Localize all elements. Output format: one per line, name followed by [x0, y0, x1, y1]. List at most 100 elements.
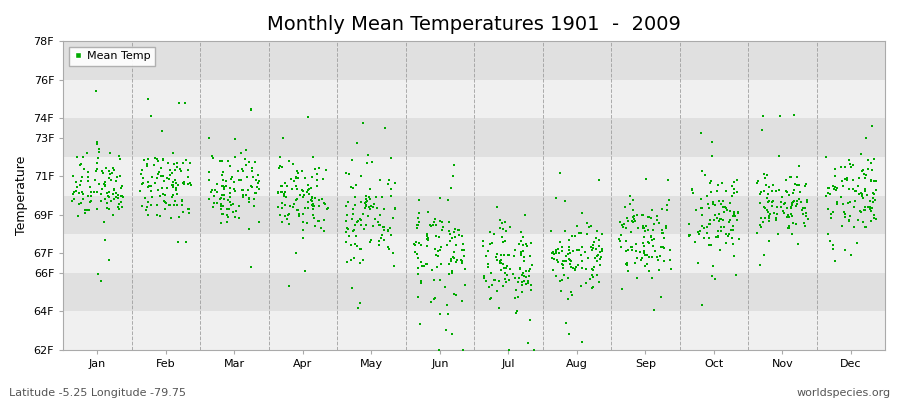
Point: [636, 233, 651, 240]
Point: [500, 263, 515, 270]
Point: [482, 241, 497, 247]
Point: [727, 209, 742, 215]
Point: [342, 233, 356, 239]
Point: [156, 191, 170, 197]
Point: [305, 193, 320, 200]
Point: [361, 213, 375, 220]
Point: [445, 235, 459, 241]
Point: [305, 195, 320, 202]
Point: [74, 177, 88, 184]
Point: [166, 192, 180, 198]
Point: [549, 249, 563, 255]
Point: [481, 264, 495, 271]
Bar: [63, 311, 885, 350]
Point: [432, 218, 446, 224]
Point: [496, 239, 510, 246]
Point: [638, 176, 652, 182]
Point: [587, 264, 601, 270]
Point: [822, 190, 836, 196]
Point: [758, 174, 772, 181]
Point: [248, 190, 263, 196]
Point: [204, 153, 219, 159]
Point: [150, 156, 165, 162]
Point: [481, 248, 495, 254]
Point: [306, 212, 320, 218]
Point: [586, 266, 600, 273]
Point: [716, 217, 731, 224]
Point: [109, 178, 123, 185]
Point: [800, 198, 814, 205]
Point: [782, 224, 796, 231]
Point: [503, 266, 517, 272]
Point: [514, 238, 528, 244]
Point: [594, 254, 608, 260]
Point: [595, 248, 609, 254]
Point: [639, 260, 653, 267]
Point: [857, 170, 871, 177]
Point: [621, 268, 635, 274]
Point: [650, 254, 664, 260]
Point: [760, 207, 774, 214]
Point: [854, 151, 868, 158]
Point: [628, 241, 643, 248]
Point: [148, 154, 162, 161]
Point: [143, 113, 157, 120]
Point: [594, 231, 608, 238]
Point: [864, 208, 878, 214]
Point: [91, 271, 105, 277]
Point: [856, 195, 870, 201]
Point: [781, 211, 796, 218]
Point: [381, 180, 395, 187]
Point: [514, 229, 528, 235]
Point: [654, 206, 669, 212]
Point: [429, 233, 444, 239]
Point: [858, 188, 872, 194]
Point: [850, 183, 865, 189]
Point: [449, 242, 464, 248]
Point: [420, 261, 435, 267]
Point: [627, 218, 642, 224]
Point: [782, 214, 796, 220]
Point: [865, 122, 879, 129]
Point: [698, 172, 713, 178]
Point: [645, 274, 660, 281]
Point: [231, 176, 246, 183]
Point: [477, 273, 491, 280]
Point: [837, 209, 851, 215]
Point: [81, 178, 95, 184]
Point: [371, 219, 385, 225]
Point: [586, 245, 600, 252]
Point: [644, 206, 659, 213]
Point: [388, 206, 402, 213]
Point: [564, 292, 579, 298]
Point: [213, 205, 228, 212]
Point: [493, 260, 508, 266]
Point: [215, 172, 230, 179]
Point: [366, 204, 381, 210]
Point: [568, 233, 582, 240]
Point: [650, 213, 664, 219]
Point: [158, 192, 172, 198]
Point: [709, 234, 724, 240]
Point: [76, 191, 90, 198]
Point: [311, 165, 326, 171]
Point: [545, 267, 560, 274]
Point: [104, 171, 118, 177]
Point: [705, 153, 719, 160]
Point: [840, 177, 854, 183]
Point: [754, 223, 769, 230]
Point: [272, 165, 286, 171]
Point: [618, 261, 633, 268]
Point: [427, 276, 441, 283]
Point: [724, 235, 739, 241]
Point: [106, 164, 121, 171]
Point: [373, 177, 387, 183]
Point: [359, 222, 374, 228]
Point: [590, 253, 604, 259]
Point: [277, 191, 292, 197]
Point: [618, 224, 633, 231]
Point: [320, 205, 335, 212]
Point: [358, 205, 373, 212]
Point: [825, 183, 840, 190]
Point: [752, 200, 767, 206]
